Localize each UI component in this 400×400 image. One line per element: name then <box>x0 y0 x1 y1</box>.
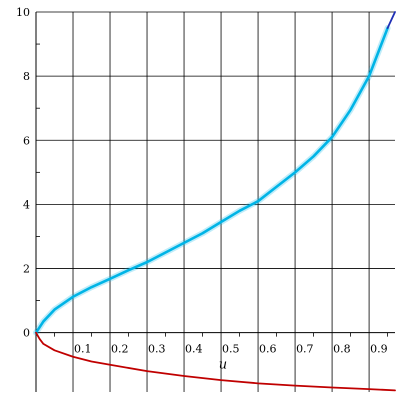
y-tick-label: 6 <box>23 134 30 147</box>
x-tick-label: 0.9 <box>370 343 388 356</box>
x-tick-label: 0.7 <box>296 343 314 356</box>
x-tick-label: 0.2 <box>111 343 129 356</box>
y-tick-label: 4 <box>23 198 30 211</box>
series-line <box>386 11 396 29</box>
tick-labels: 0.1 0.2 0.3 0.4 0.5 0.6 0.7 0.8 0.9 0 2 4 6 8 10 <box>16 6 388 356</box>
series-line <box>35 331 396 392</box>
y-tick-label: 8 <box>23 70 30 83</box>
x-tick-label: 0.3 <box>148 343 166 356</box>
series-line <box>34 26 389 334</box>
x-axis-label: u <box>219 358 227 373</box>
x-tick-label: 0.6 <box>259 343 277 356</box>
x-tick-label: 0.1 <box>74 343 92 356</box>
axes <box>35 12 395 392</box>
x-tick-label: 0.4 <box>185 343 203 356</box>
series-lines <box>33 11 396 392</box>
y-tick-label: 10 <box>16 6 30 19</box>
x-tick-label: 0.8 <box>333 343 351 356</box>
y-tick-label: 2 <box>23 263 30 276</box>
x-tick-label: 0.5 <box>222 343 240 356</box>
y-tick-label: 0 <box>23 327 30 340</box>
